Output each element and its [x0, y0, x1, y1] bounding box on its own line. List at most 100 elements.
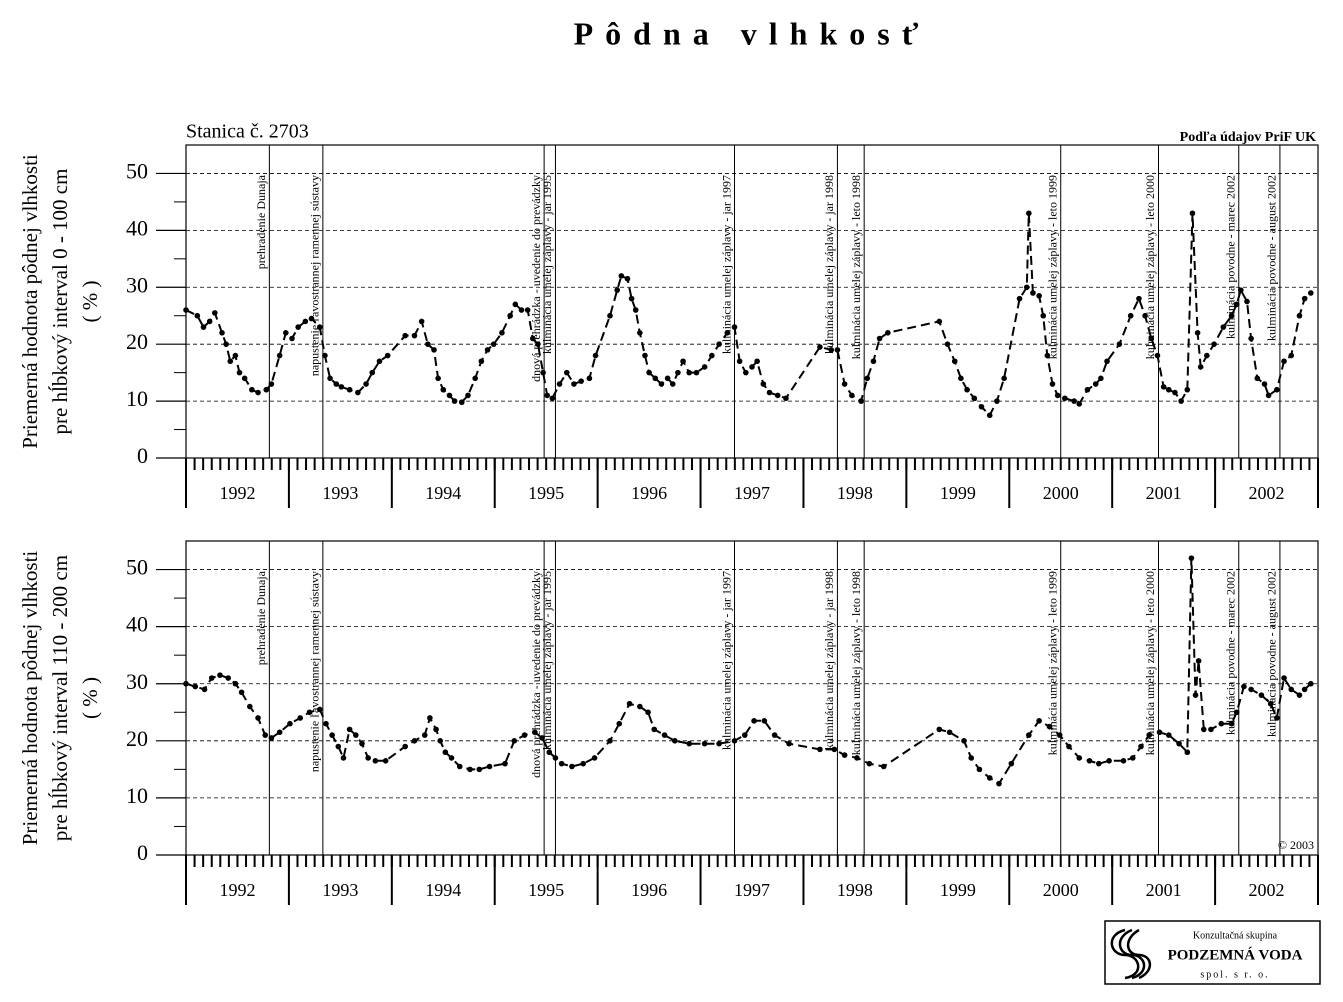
data-point — [232, 352, 239, 359]
data-point — [624, 275, 631, 282]
x-tick-label: 2002 — [1249, 483, 1285, 503]
data-point — [552, 755, 559, 761]
data-point — [936, 318, 943, 325]
data-point — [359, 740, 365, 747]
data-point — [834, 347, 841, 353]
y-axis-title: Priemerná hodnota pôdnej vlhkosti — [18, 551, 42, 846]
data-point — [672, 738, 678, 744]
data-point — [1184, 386, 1191, 393]
data-point — [223, 341, 229, 347]
data-point — [1106, 758, 1112, 764]
data-point — [276, 729, 283, 736]
logo-line2: PODZEMNÁ VODA — [1168, 946, 1303, 963]
data-point — [876, 335, 883, 342]
data-point — [1244, 298, 1250, 305]
x-tick-label: 2002 — [1249, 880, 1285, 900]
data-point — [1274, 715, 1280, 721]
data-point — [486, 763, 493, 770]
chart: 0 10 20 30 40 50 1992 1993 1994 1995 1996 1997 1998 1… — [18, 540, 1319, 905]
data-point — [363, 381, 369, 387]
event-label: dnová prehrádzka - uvedenie do prevádzky — [529, 175, 543, 382]
y-axis-title: pre hĺbkový interval 0 - 100 cm — [48, 169, 72, 435]
y-axis-title: ( % ) — [78, 677, 102, 719]
data-point — [425, 341, 431, 347]
data-point — [1026, 732, 1032, 738]
data-point — [484, 347, 491, 353]
data-point — [183, 307, 189, 313]
data-point — [502, 760, 508, 767]
data-point — [1281, 675, 1287, 681]
plot-frame — [185, 540, 1319, 856]
data-point — [1154, 352, 1161, 359]
data-point — [1030, 290, 1036, 296]
data-point — [384, 352, 391, 359]
plot-frame — [185, 144, 1319, 459]
event-label: kulminácia umelej záplavy - jar 1998 — [822, 571, 836, 750]
data-point — [971, 395, 978, 402]
x-tick-label: 1996 — [631, 880, 667, 900]
data-point — [658, 381, 665, 387]
data-point — [1296, 312, 1303, 319]
data-point — [1200, 726, 1207, 733]
data-point — [731, 738, 738, 744]
data-point — [411, 332, 418, 339]
data-point — [1188, 555, 1195, 561]
data-point — [858, 398, 864, 404]
event-label: kulminácia umelej záplavy - jar 1997 — [719, 571, 733, 750]
data-point — [236, 369, 243, 376]
data-point — [817, 344, 823, 350]
data-point — [353, 732, 359, 738]
data-point — [864, 375, 871, 382]
x-tick-label: 1992 — [219, 483, 255, 503]
data-point — [451, 398, 458, 404]
data-point — [521, 732, 528, 738]
data-point — [192, 683, 199, 690]
data-point — [476, 766, 483, 773]
data-point — [880, 763, 887, 770]
data-line — [185, 558, 1312, 785]
data-point — [499, 330, 505, 336]
x-tick-label: 1992 — [219, 880, 255, 900]
data-point — [686, 740, 693, 747]
data-point — [1301, 295, 1308, 302]
data-point — [1178, 398, 1184, 404]
data-point — [219, 330, 225, 336]
data-point — [433, 726, 439, 733]
y-axis-title: pre hĺbkový interval 110 - 200 cm — [48, 555, 72, 841]
data-point — [693, 369, 700, 376]
data-point — [1220, 324, 1227, 330]
data-point — [1116, 341, 1123, 347]
y-tick-label: 50 — [126, 555, 148, 580]
data-point — [1062, 395, 1068, 402]
event-label: kulminácia povodne - marec 2002 — [1224, 571, 1238, 735]
data-point — [1008, 760, 1015, 767]
data-point — [346, 386, 353, 393]
data-point — [946, 729, 953, 736]
data-point — [1189, 210, 1196, 217]
data-point — [546, 749, 553, 756]
event-label: kulminácia umelej záplavy - leto 1999 — [1045, 571, 1059, 755]
data-point — [402, 743, 408, 750]
x-tick-label: 1994 — [425, 483, 461, 503]
data-point — [1192, 692, 1199, 698]
event-label: kulminácia umelej záplavy - leto 1998 — [849, 571, 863, 755]
data-point — [306, 709, 313, 716]
data-point — [944, 341, 951, 347]
event-label: kulminácia umelej záplavy - jar 1995 — [540, 175, 554, 354]
data-point — [1238, 287, 1244, 293]
data-point — [831, 746, 838, 753]
data-point — [1046, 723, 1053, 730]
x-tick-label: 1997 — [734, 483, 770, 503]
data-point — [478, 358, 485, 365]
data-point — [1136, 295, 1142, 302]
data-point — [247, 703, 253, 710]
data-point — [961, 738, 967, 744]
data-point — [637, 703, 643, 710]
data-point — [1172, 389, 1178, 396]
data-point — [518, 307, 525, 313]
data-point — [206, 318, 213, 325]
data-point — [227, 358, 234, 365]
y-tick-label: 10 — [126, 783, 148, 808]
event-label: kulminácia umelej záplavy - leto 1998 — [849, 175, 863, 359]
